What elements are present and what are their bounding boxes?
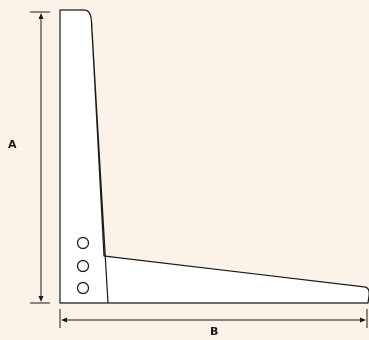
dimension-a-arrow-top: [38, 13, 44, 19]
dimension-b-arrow-left: [61, 317, 67, 323]
mounting-hole-top: [76, 236, 90, 250]
vertical-leg-inner-edge: [90, 21, 109, 304]
bracket-outline: [59, 9, 369, 304]
mounting-hole-middle: [76, 259, 90, 273]
dimension-b-label: B: [210, 325, 218, 338]
dimension-b-arrow-right: [360, 317, 366, 323]
dimension-b: B: [59, 309, 368, 338]
dimension-a-label: A: [8, 138, 17, 151]
mounting-hole-bottom: [76, 281, 90, 295]
dimension-a: A: [8, 11, 50, 304]
dimension-a-arrow-bottom: [38, 296, 44, 302]
